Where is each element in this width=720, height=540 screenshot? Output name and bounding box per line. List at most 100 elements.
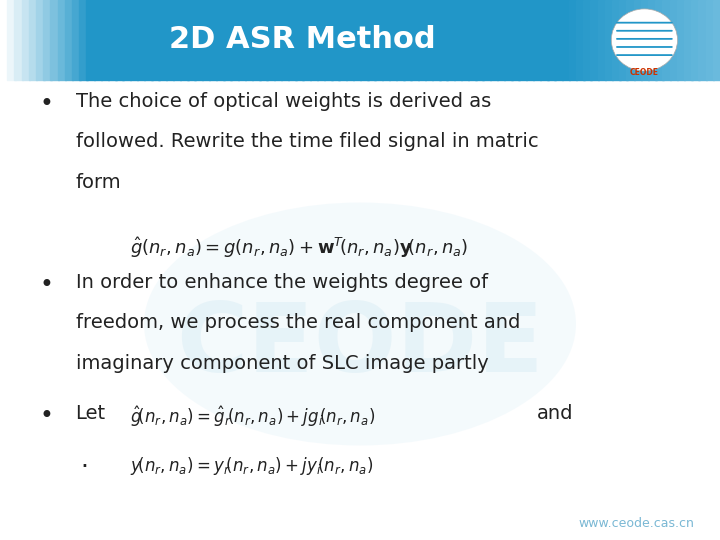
Bar — [533, 0, 541, 80]
Bar — [698, 0, 707, 80]
Bar — [216, 0, 225, 80]
Bar — [173, 0, 181, 80]
Bar — [706, 0, 714, 80]
Bar — [684, 0, 693, 80]
Bar — [677, 0, 685, 80]
Bar — [662, 0, 671, 80]
Text: •: • — [40, 404, 53, 428]
Bar — [324, 0, 333, 80]
Bar — [36, 0, 45, 80]
Bar — [425, 0, 433, 80]
Bar — [598, 0, 606, 80]
Bar — [382, 0, 390, 80]
Bar — [353, 0, 361, 80]
Text: CEODE: CEODE — [630, 68, 659, 77]
Bar — [418, 0, 426, 80]
Bar — [7, 0, 16, 80]
Bar — [518, 0, 527, 80]
Bar — [446, 0, 455, 80]
Bar — [266, 0, 275, 80]
Bar — [187, 0, 196, 80]
Bar — [158, 0, 167, 80]
Bar — [374, 0, 383, 80]
Bar — [43, 0, 52, 80]
Bar — [576, 0, 585, 80]
Bar — [223, 0, 232, 80]
Bar — [14, 0, 23, 80]
Bar — [144, 0, 153, 80]
Bar — [590, 0, 599, 80]
Bar — [346, 0, 354, 80]
Bar — [461, 0, 469, 80]
Bar — [0, 0, 9, 80]
Bar — [274, 0, 282, 80]
Text: $\hat{g}\!\left(n_r,n_a\right)= \hat{g}_r\!\left(n_r,n_a\right)+ jg_i\!\left(n_r: $\hat{g}\!\left(n_r,n_a\right)= \hat{g}_… — [130, 404, 375, 429]
Bar — [72, 0, 81, 80]
Bar — [490, 0, 498, 80]
Text: 2D ASR Method: 2D ASR Method — [169, 25, 436, 55]
Bar — [454, 0, 462, 80]
Bar — [634, 0, 642, 80]
Text: ·: · — [81, 455, 89, 478]
Bar — [230, 0, 239, 80]
Bar — [475, 0, 484, 80]
Bar — [50, 0, 59, 80]
Bar — [22, 0, 30, 80]
Bar — [288, 0, 297, 80]
Bar — [410, 0, 419, 80]
Bar — [605, 0, 613, 80]
Bar — [583, 0, 592, 80]
Bar — [511, 0, 520, 80]
Bar — [252, 0, 261, 80]
Bar — [526, 0, 534, 80]
Bar — [86, 0, 95, 80]
Bar — [626, 0, 635, 80]
Bar — [389, 0, 397, 80]
Bar — [619, 0, 628, 80]
Bar — [396, 0, 405, 80]
Bar — [79, 0, 88, 80]
Text: $y\!\left(n_r,n_a\right)= y_r\!\left(n_r,n_a\right)+ jy_i\!\left(n_r,n_a\right)$: $y\!\left(n_r,n_a\right)= y_r\!\left(n_r… — [130, 455, 373, 477]
Bar — [497, 0, 505, 80]
Bar — [641, 0, 649, 80]
Text: followed. Rewrite the time filed signal in matric: followed. Rewrite the time filed signal … — [76, 132, 539, 151]
Ellipse shape — [611, 9, 678, 71]
Text: Let: Let — [76, 404, 106, 423]
Text: In order to enhance the weights degree of: In order to enhance the weights degree o… — [76, 273, 487, 292]
Bar — [432, 0, 441, 80]
Bar — [151, 0, 160, 80]
Bar — [338, 0, 347, 80]
Bar — [202, 0, 210, 80]
Bar — [180, 0, 189, 80]
Bar — [648, 0, 657, 80]
Text: freedom, we process the real component and: freedom, we process the real component a… — [76, 313, 520, 332]
Text: www.ceode.cas.cn: www.ceode.cas.cn — [579, 517, 695, 530]
Bar — [439, 0, 448, 80]
Bar — [65, 0, 73, 80]
Text: •: • — [40, 273, 53, 296]
Bar — [115, 0, 124, 80]
Bar — [194, 0, 203, 80]
Bar — [137, 0, 145, 80]
Text: CEODE: CEODE — [176, 299, 544, 392]
Text: $\hat{g}\left(n_r,n_a\right)= g\left(n_r,n_a\right)+\mathbf{w}^T\!\left(n_r,n_a\: $\hat{g}\left(n_r,n_a\right)= g\left(n_r… — [130, 235, 468, 260]
Bar — [482, 0, 491, 80]
Bar — [569, 0, 577, 80]
Bar — [245, 0, 253, 80]
Bar — [58, 0, 66, 80]
Bar — [310, 0, 318, 80]
Bar — [612, 0, 621, 80]
Bar — [504, 0, 513, 80]
Text: form: form — [76, 173, 121, 192]
Bar — [295, 0, 304, 80]
Bar — [209, 0, 217, 80]
Bar — [166, 0, 174, 80]
Bar — [554, 0, 563, 80]
Bar — [130, 0, 138, 80]
Bar — [403, 0, 412, 80]
Bar — [367, 0, 376, 80]
Bar — [101, 0, 109, 80]
Bar — [547, 0, 556, 80]
Text: The choice of optical weights is derived as: The choice of optical weights is derived… — [76, 92, 491, 111]
Bar — [317, 0, 325, 80]
